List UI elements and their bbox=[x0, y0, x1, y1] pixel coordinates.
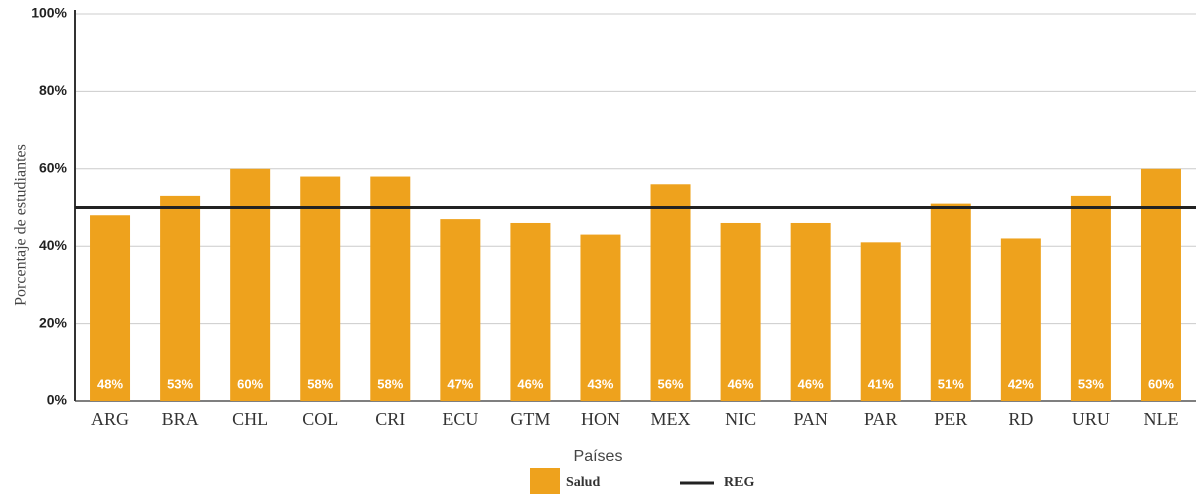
x-tick-label: CRI bbox=[375, 409, 405, 429]
bar bbox=[790, 222, 831, 401]
x-tick-label: ARG bbox=[91, 409, 129, 429]
bar bbox=[720, 222, 761, 401]
bar bbox=[580, 234, 621, 401]
bar bbox=[90, 215, 131, 401]
value-label: 41% bbox=[868, 376, 894, 391]
legend-label: REG bbox=[724, 475, 754, 490]
legend-swatch bbox=[530, 468, 560, 494]
x-tick-label: NIC bbox=[725, 409, 756, 429]
x-tick-label: BRA bbox=[162, 409, 199, 429]
value-label: 51% bbox=[938, 376, 964, 391]
bar bbox=[510, 222, 551, 401]
y-tick-label: 60% bbox=[39, 160, 68, 176]
value-label: 58% bbox=[377, 376, 403, 391]
bar bbox=[160, 195, 201, 401]
value-label: 46% bbox=[517, 376, 543, 391]
y-tick-label: 0% bbox=[47, 392, 68, 408]
y-axis-title: Porcentaje de estudiantes bbox=[13, 144, 30, 306]
y-tick-label: 100% bbox=[31, 5, 67, 21]
bar bbox=[230, 168, 271, 401]
x-tick-label: NLE bbox=[1143, 409, 1178, 429]
x-tick-label: PAR bbox=[864, 409, 897, 429]
bar bbox=[300, 176, 341, 401]
x-tick-label: PER bbox=[934, 409, 967, 429]
value-label: 42% bbox=[1008, 376, 1034, 391]
bar bbox=[650, 184, 691, 401]
x-tick-label: URU bbox=[1072, 409, 1110, 429]
x-tick-label: MEX bbox=[651, 409, 691, 429]
x-tick-label: RD bbox=[1008, 409, 1033, 429]
value-label: 53% bbox=[1078, 376, 1104, 391]
bar bbox=[370, 176, 411, 401]
bar bbox=[1140, 168, 1181, 401]
bar bbox=[930, 203, 971, 401]
x-axis-title: Países bbox=[574, 448, 623, 465]
x-tick-label: HON bbox=[581, 409, 620, 429]
x-tick-label: ECU bbox=[442, 409, 478, 429]
value-label: 60% bbox=[1148, 376, 1174, 391]
y-tick-label: 40% bbox=[39, 237, 68, 253]
value-label: 48% bbox=[97, 376, 123, 391]
x-tick-label: COL bbox=[302, 409, 338, 429]
x-tick-label: CHL bbox=[232, 409, 268, 429]
value-label: 58% bbox=[307, 376, 333, 391]
bar bbox=[1070, 195, 1111, 401]
value-label: 56% bbox=[658, 376, 684, 391]
bar bbox=[1000, 238, 1041, 401]
legend-label: Salud bbox=[566, 475, 600, 490]
value-label: 47% bbox=[447, 376, 473, 391]
x-tick-label: GTM bbox=[510, 409, 550, 429]
value-label: 46% bbox=[728, 376, 754, 391]
value-label: 60% bbox=[237, 376, 263, 391]
y-tick-label: 80% bbox=[39, 82, 68, 98]
value-label: 53% bbox=[167, 376, 193, 391]
x-tick-label: PAN bbox=[793, 409, 827, 429]
value-label: 43% bbox=[587, 376, 613, 391]
value-label: 46% bbox=[798, 376, 824, 391]
bar bbox=[440, 219, 481, 401]
y-tick-label: 20% bbox=[39, 314, 68, 330]
bar bbox=[860, 242, 901, 401]
